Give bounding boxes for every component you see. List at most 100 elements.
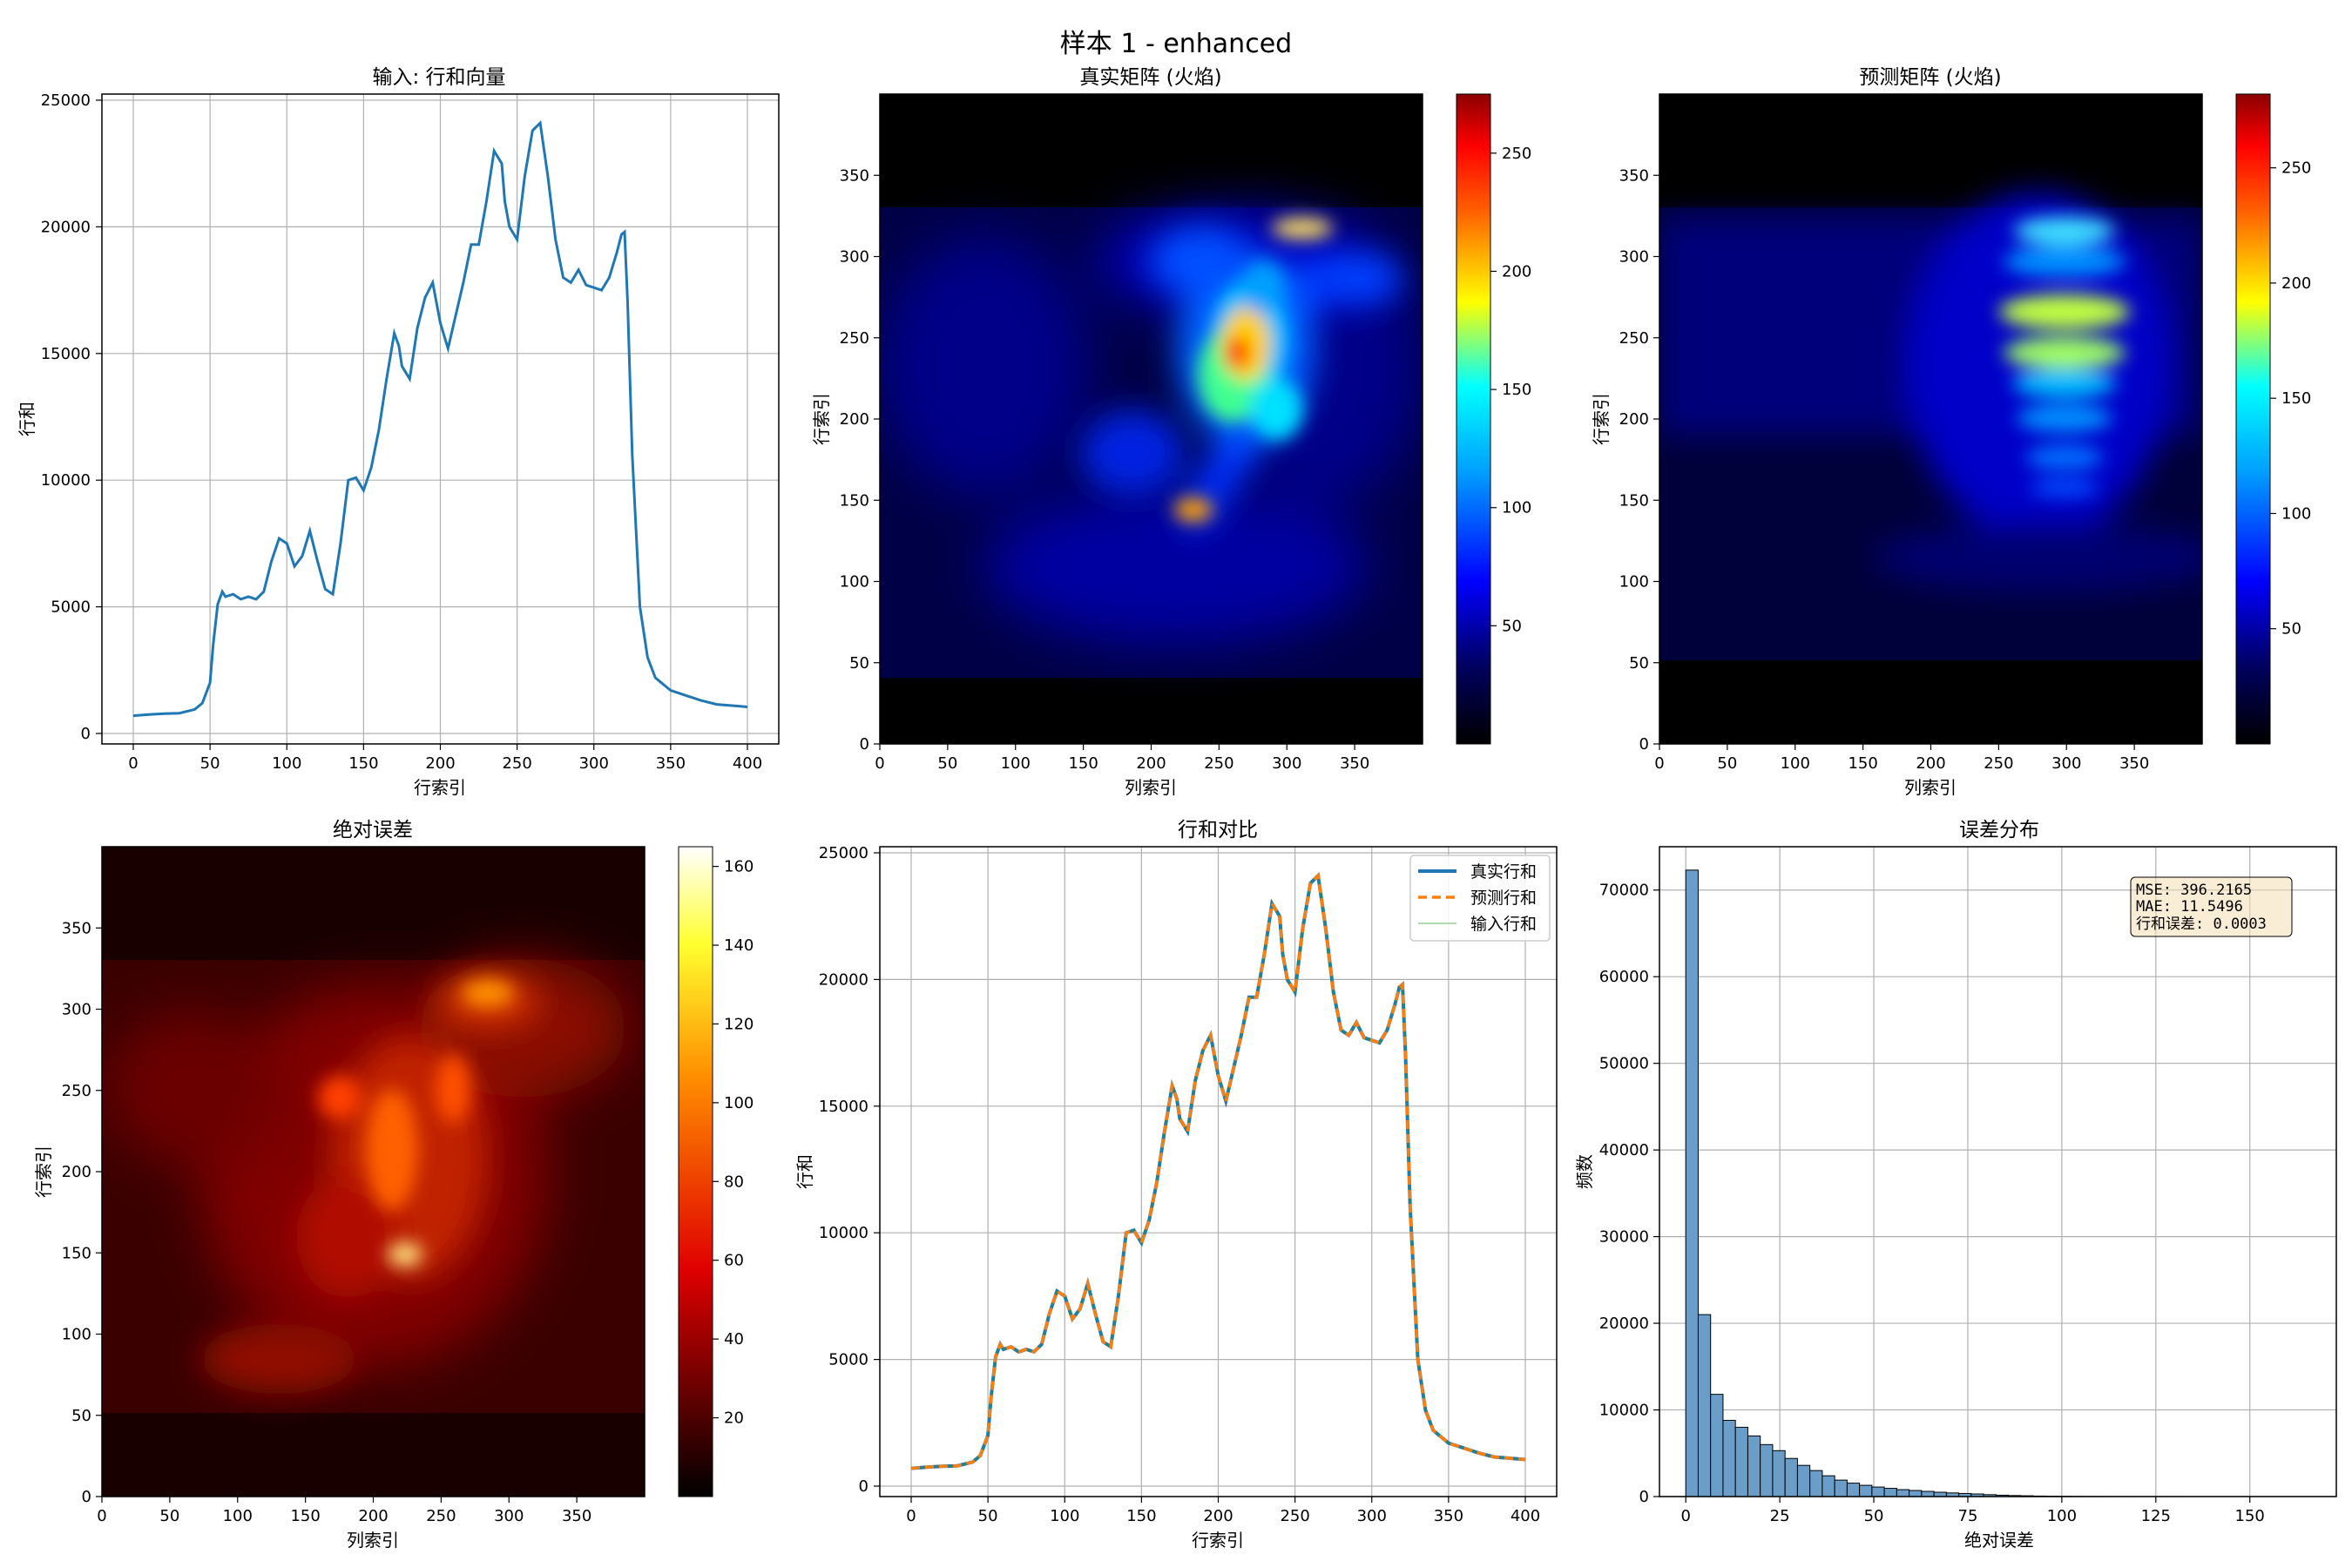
y-tick-label: 100 [840,573,869,591]
colorbar [1456,93,1491,745]
tick-labels: 0 50 100 150 200 250 300 350 400 0 5000 10000 15000 2… [819,844,1540,1525]
colorbar-tick-label: 100 [724,1094,754,1112]
y-axis-label: 行索引 [33,1146,54,1198]
panel-error-hist: 误差分布 0 25 50 75 100 125 150 0 10000 20000 30000 400… [1574,819,2337,1551]
x-tick-label: 350 [2119,754,2149,773]
y-tick-label: 15000 [819,1098,868,1116]
metric-rowsum-error: 行和误差: 0.0003 [2136,916,2267,933]
histogram-bar [1772,1450,1786,1497]
y-tick-label: 50000 [1599,1055,1649,1073]
y-tick-label: 40000 [1599,1141,1649,1159]
histogram-bar [1821,1475,1835,1497]
heatmap-image [102,847,645,1497]
figure-suptitle: 样本 1 - enhanced [1060,29,1292,59]
y-axis-label: 行和 [794,1154,815,1189]
histogram-bars [1685,869,2270,1497]
x-tick-label: 100 [223,1507,253,1525]
colorbar-tick-label: 40 [724,1330,744,1348]
x-tick-label: 200 [1136,754,1166,773]
histogram-bar [1846,1483,1861,1497]
panel-title: 输入: 行和向量 [372,66,505,89]
y-tick-label: 300 [62,1001,91,1019]
y-axis-label: 行和 [17,402,37,436]
y-tick-label: 15000 [41,345,91,363]
x-tick-label: 150 [1068,754,1098,773]
x-tick-label: 300 [1357,1507,1387,1525]
y-tick-label: 200 [1619,410,1649,429]
x-tick-label: 300 [494,1507,524,1525]
y-tick-label: 300 [1619,248,1649,267]
histogram-bar [1883,1488,1897,1497]
colorbar [2235,93,2271,745]
y-tick-label: 10000 [41,471,91,490]
y-tick-label: 50 [71,1407,91,1425]
x-tick-label: 100 [2047,1507,2077,1525]
histogram-bar [1896,1489,1910,1497]
x-tick-label: 50 [200,754,220,773]
panel-title: 误差分布 [1959,819,2039,841]
x-tick-label: 200 [358,1507,388,1525]
x-axis-label: 行索引 [414,777,466,798]
histogram-bar [1747,1435,1761,1497]
y-tick-label: 100 [62,1326,91,1344]
panel-title: 绝对误差 [333,819,413,841]
x-tick-label: 0 [128,754,138,773]
colorbar-tick-label: 100 [1502,499,1531,517]
x-tick-label: 150 [1126,1507,1156,1525]
histogram-bar [1834,1479,1848,1497]
tick-labels: 0 50 100 150 200 250 300 350 400 0 5000 10000 15000 2… [41,91,762,773]
x-tick-label: 125 [2141,1507,2171,1525]
y-tick-label: 10000 [1599,1402,1649,1420]
histogram-bar [1871,1486,1885,1497]
x-tick-label: 0 [1680,1507,1690,1525]
y-axis-label: 行索引 [1591,393,1612,445]
colorbar-tick-label: 150 [2281,389,2311,408]
y-tick-label: 250 [840,329,869,348]
x-tick-label: 200 [1203,1507,1233,1525]
histogram-bar [1784,1457,1798,1497]
x-tick-label: 100 [1781,754,1810,773]
y-tick-label: 150 [840,491,869,510]
x-tick-label: 200 [1916,754,1945,773]
y-tick-label: 0 [860,735,869,754]
panel-abs-error: 绝对误差 0 50 100 1 [33,819,754,1551]
x-tick-label: 350 [1340,754,1369,773]
series-line-pred [910,872,1526,1470]
x-axis-label: 绝对误差 [1964,1530,2034,1551]
y-tick-label: 200 [62,1163,91,1181]
tick-labels: 0 50 100 150 200 250 300 350 0 50 100 150 200 250 300 3… [1619,159,2312,773]
x-tick-label: 100 [272,754,301,773]
y-tick-label: 5000 [51,598,91,617]
histogram-bar [1796,1464,1811,1497]
heatmap-image [880,94,1423,744]
y-tick-label: 0 [1639,1488,1649,1506]
y-tick-label: 25000 [819,844,868,862]
y-tick-label: 350 [1619,166,1649,185]
y-tick-label: 350 [840,166,869,185]
y-tick-label: 25000 [41,91,91,110]
y-tick-label: 0 [859,1477,868,1496]
histogram-bar [1734,1426,1748,1497]
histogram-bar [1909,1490,1923,1497]
x-tick-label: 400 [1511,1507,1540,1525]
colorbar-tick-label: 50 [1502,617,1522,635]
tick-labels: 0 50 100 150 200 250 300 350 0 50 100 150 200 250 300 3… [840,145,1532,773]
y-tick-label: 60000 [1599,968,1649,986]
histogram-bar [1722,1419,1736,1497]
y-tick-label: 5000 [828,1351,868,1369]
x-tick-label: 250 [1984,754,2013,773]
histogram-bar [1809,1470,1823,1497]
x-tick-label: 200 [425,754,455,773]
colorbar-tick-label: 150 [1502,381,1531,399]
y-tick-label: 10000 [819,1224,868,1242]
y-tick-label: 150 [62,1244,91,1262]
gridlines [880,847,1557,1497]
y-tick-label: 0 [81,725,91,743]
legend-label-true: 真实行和 [1470,862,1537,882]
y-tick-label: 250 [1619,329,1649,348]
colorbar-tick-label: 100 [2281,504,2311,523]
panel-true-matrix: 真实矩阵 (火焰) [811,66,1531,798]
colorbar-tick-label: 200 [1502,262,1531,280]
histogram-bar [1697,1314,1712,1497]
